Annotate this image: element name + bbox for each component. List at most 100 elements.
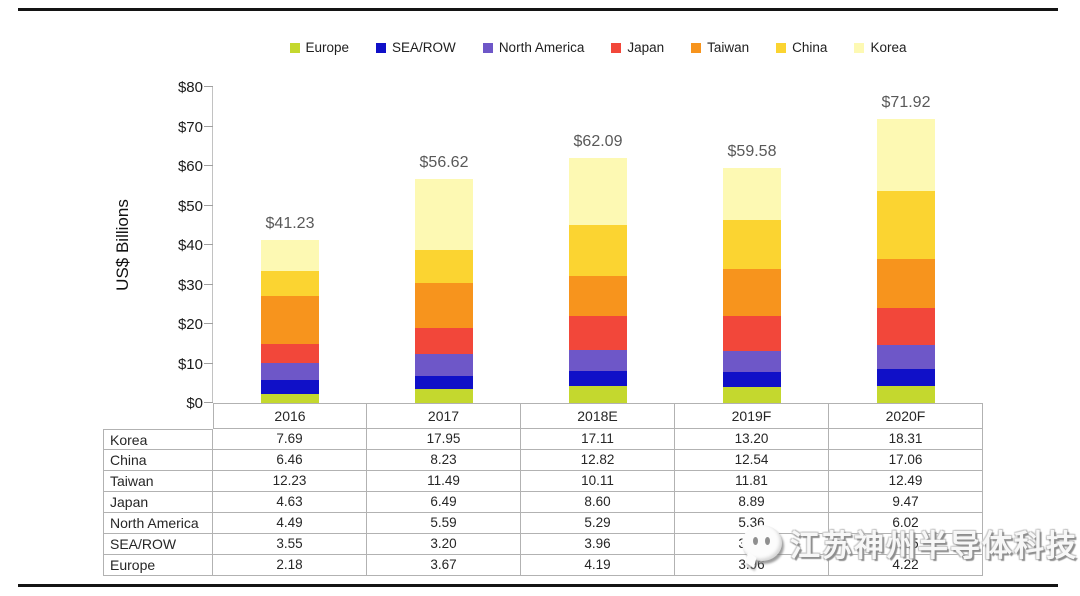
bar-segment-china (877, 191, 935, 259)
table-value-cell: 11.49 (367, 471, 521, 492)
y-tick-label: $10 (177, 355, 203, 373)
y-tick-mark (204, 323, 213, 324)
stacked-bar-2019f (723, 167, 781, 403)
legend-swatch-icon (691, 42, 702, 53)
table-value-cell: 4.22 (829, 555, 983, 576)
y-tick-mark (204, 204, 213, 206)
bar-segment-china (723, 219, 781, 270)
table-value-cell: 8.60 (521, 492, 675, 513)
table-value-cell: 13.20 (675, 429, 829, 450)
table-value-cell: 8.89 (675, 492, 829, 513)
bar-segment-sea-row (723, 372, 781, 388)
legend-item-china: China (776, 40, 827, 55)
bar-segment-japan (723, 316, 781, 352)
legend-swatch-icon (289, 42, 300, 53)
table-year-header: 2019F (675, 403, 829, 429)
y-tick-label: $80 (177, 79, 203, 96)
legend-item-korea: Korea (854, 40, 906, 55)
bar-column-2018e: $62.09 (521, 87, 675, 403)
y-tick-label: $70 (177, 118, 203, 136)
legend-swatch-icon (854, 42, 865, 53)
y-tick-label: $20 (177, 316, 203, 333)
bar-segment-sea-row (415, 375, 473, 389)
table-value-cell: 4.49 (213, 513, 367, 534)
table-value-cell: 7.69 (213, 429, 367, 450)
table-value-cell: 4.19 (521, 555, 675, 576)
bar-segment-north-america (723, 351, 781, 373)
y-tick-mark (204, 402, 213, 403)
bar-total-label: $41.23 (265, 215, 315, 233)
y-tick-mark (204, 125, 213, 127)
table-value-cell: 6.02 (829, 513, 983, 534)
stacked-bar-2017 (415, 179, 473, 403)
bottom-divider-rule (18, 584, 1058, 587)
legend-swatch-icon (611, 42, 622, 53)
table-value-cell: 12.49 (829, 471, 983, 492)
bar-column-2016: $41.23 (213, 87, 367, 403)
bar-segment-japan (261, 344, 319, 363)
bar-segment-china (261, 270, 319, 297)
bar-segment-korea (415, 179, 473, 251)
y-tick-label: $40 (177, 237, 203, 254)
bar-segment-north-america (415, 353, 473, 376)
bar-segment-china (415, 250, 473, 283)
table-row-label: Korea (103, 429, 213, 450)
y-tick-mark (204, 86, 213, 87)
table-value-cell: 12.82 (521, 450, 675, 471)
bar-total-label: $59.58 (727, 142, 777, 160)
bar-column-2019f: $59.58 (675, 87, 829, 403)
legend-swatch-icon (376, 42, 387, 53)
bar-segment-europe (877, 386, 935, 403)
bar-segment-korea (877, 118, 935, 192)
bar-segment-korea (261, 240, 319, 271)
top-divider-rule (18, 8, 1058, 11)
stacked-bar-plot-area: $41.23 $56.62 $62.09 $59.58 $71.92 (213, 87, 983, 403)
bar-segment-sea-row (877, 369, 935, 387)
y-axis-line (212, 87, 213, 403)
y-tick-label: $0 (186, 395, 203, 412)
table-value-cell: 4.63 (213, 492, 367, 513)
table-value-cell: 6.46 (213, 450, 367, 471)
table-value-cell: 11.81 (675, 471, 829, 492)
bar-segment-japan (415, 328, 473, 354)
table-row-label: Taiwan (103, 471, 213, 492)
table-year-header: 2020F (829, 403, 983, 429)
table-value-cell: 12.23 (213, 471, 367, 492)
watermark-text: 江苏神州半导体科技 (790, 530, 1078, 563)
bar-segment-taiwan (723, 269, 781, 316)
bar-segment-taiwan (877, 258, 935, 308)
table-value-cell: 5.29 (521, 513, 675, 534)
legend-label: Korea (870, 40, 907, 55)
table-value-cell: 18.31 (829, 429, 983, 450)
bar-segment-sea-row (569, 370, 627, 387)
y-tick-label: $50 (177, 197, 203, 215)
legend-swatch-icon (482, 42, 493, 53)
watermark: 江苏神州半导体科技 (742, 521, 1078, 569)
legend-label: Taiwan (707, 40, 750, 55)
legend-item-europe: Europe (289, 40, 349, 55)
bar-total-label: $62.09 (573, 132, 623, 150)
bar-segment-sea-row (261, 380, 319, 395)
table-value-cell: 4.35 (829, 534, 983, 555)
bar-segment-japan (569, 315, 627, 350)
legend-item-japan: Japan (611, 40, 664, 55)
chart-legend: Europe SEA/ROW North America Japan Taiwan Chi… (213, 40, 983, 55)
legend-swatch-icon (776, 42, 787, 53)
y-axis-title: US$ Billions (113, 199, 132, 291)
table-value-cell: 17.06 (829, 450, 983, 471)
table-value-cell: 6.49 (367, 492, 521, 513)
y-tick-label: $30 (177, 276, 203, 294)
table-value-cell: 12.54 (675, 450, 829, 471)
table-value-cell: 17.95 (367, 429, 521, 450)
bubble-eye-right (765, 537, 770, 545)
table-row-label: Europe (103, 555, 213, 576)
y-tick-mark (204, 362, 213, 364)
table-row-label: China (103, 450, 213, 471)
legend-label: SEA/ROW (392, 40, 456, 55)
legend-item-north-america: North America (482, 40, 585, 55)
legend-label: North America (498, 40, 585, 55)
table-value-cell: 3.67 (367, 555, 521, 576)
bar-segment-north-america (877, 345, 935, 370)
bar-segment-north-america (261, 362, 319, 381)
wechat-bubble-icon (742, 525, 782, 569)
